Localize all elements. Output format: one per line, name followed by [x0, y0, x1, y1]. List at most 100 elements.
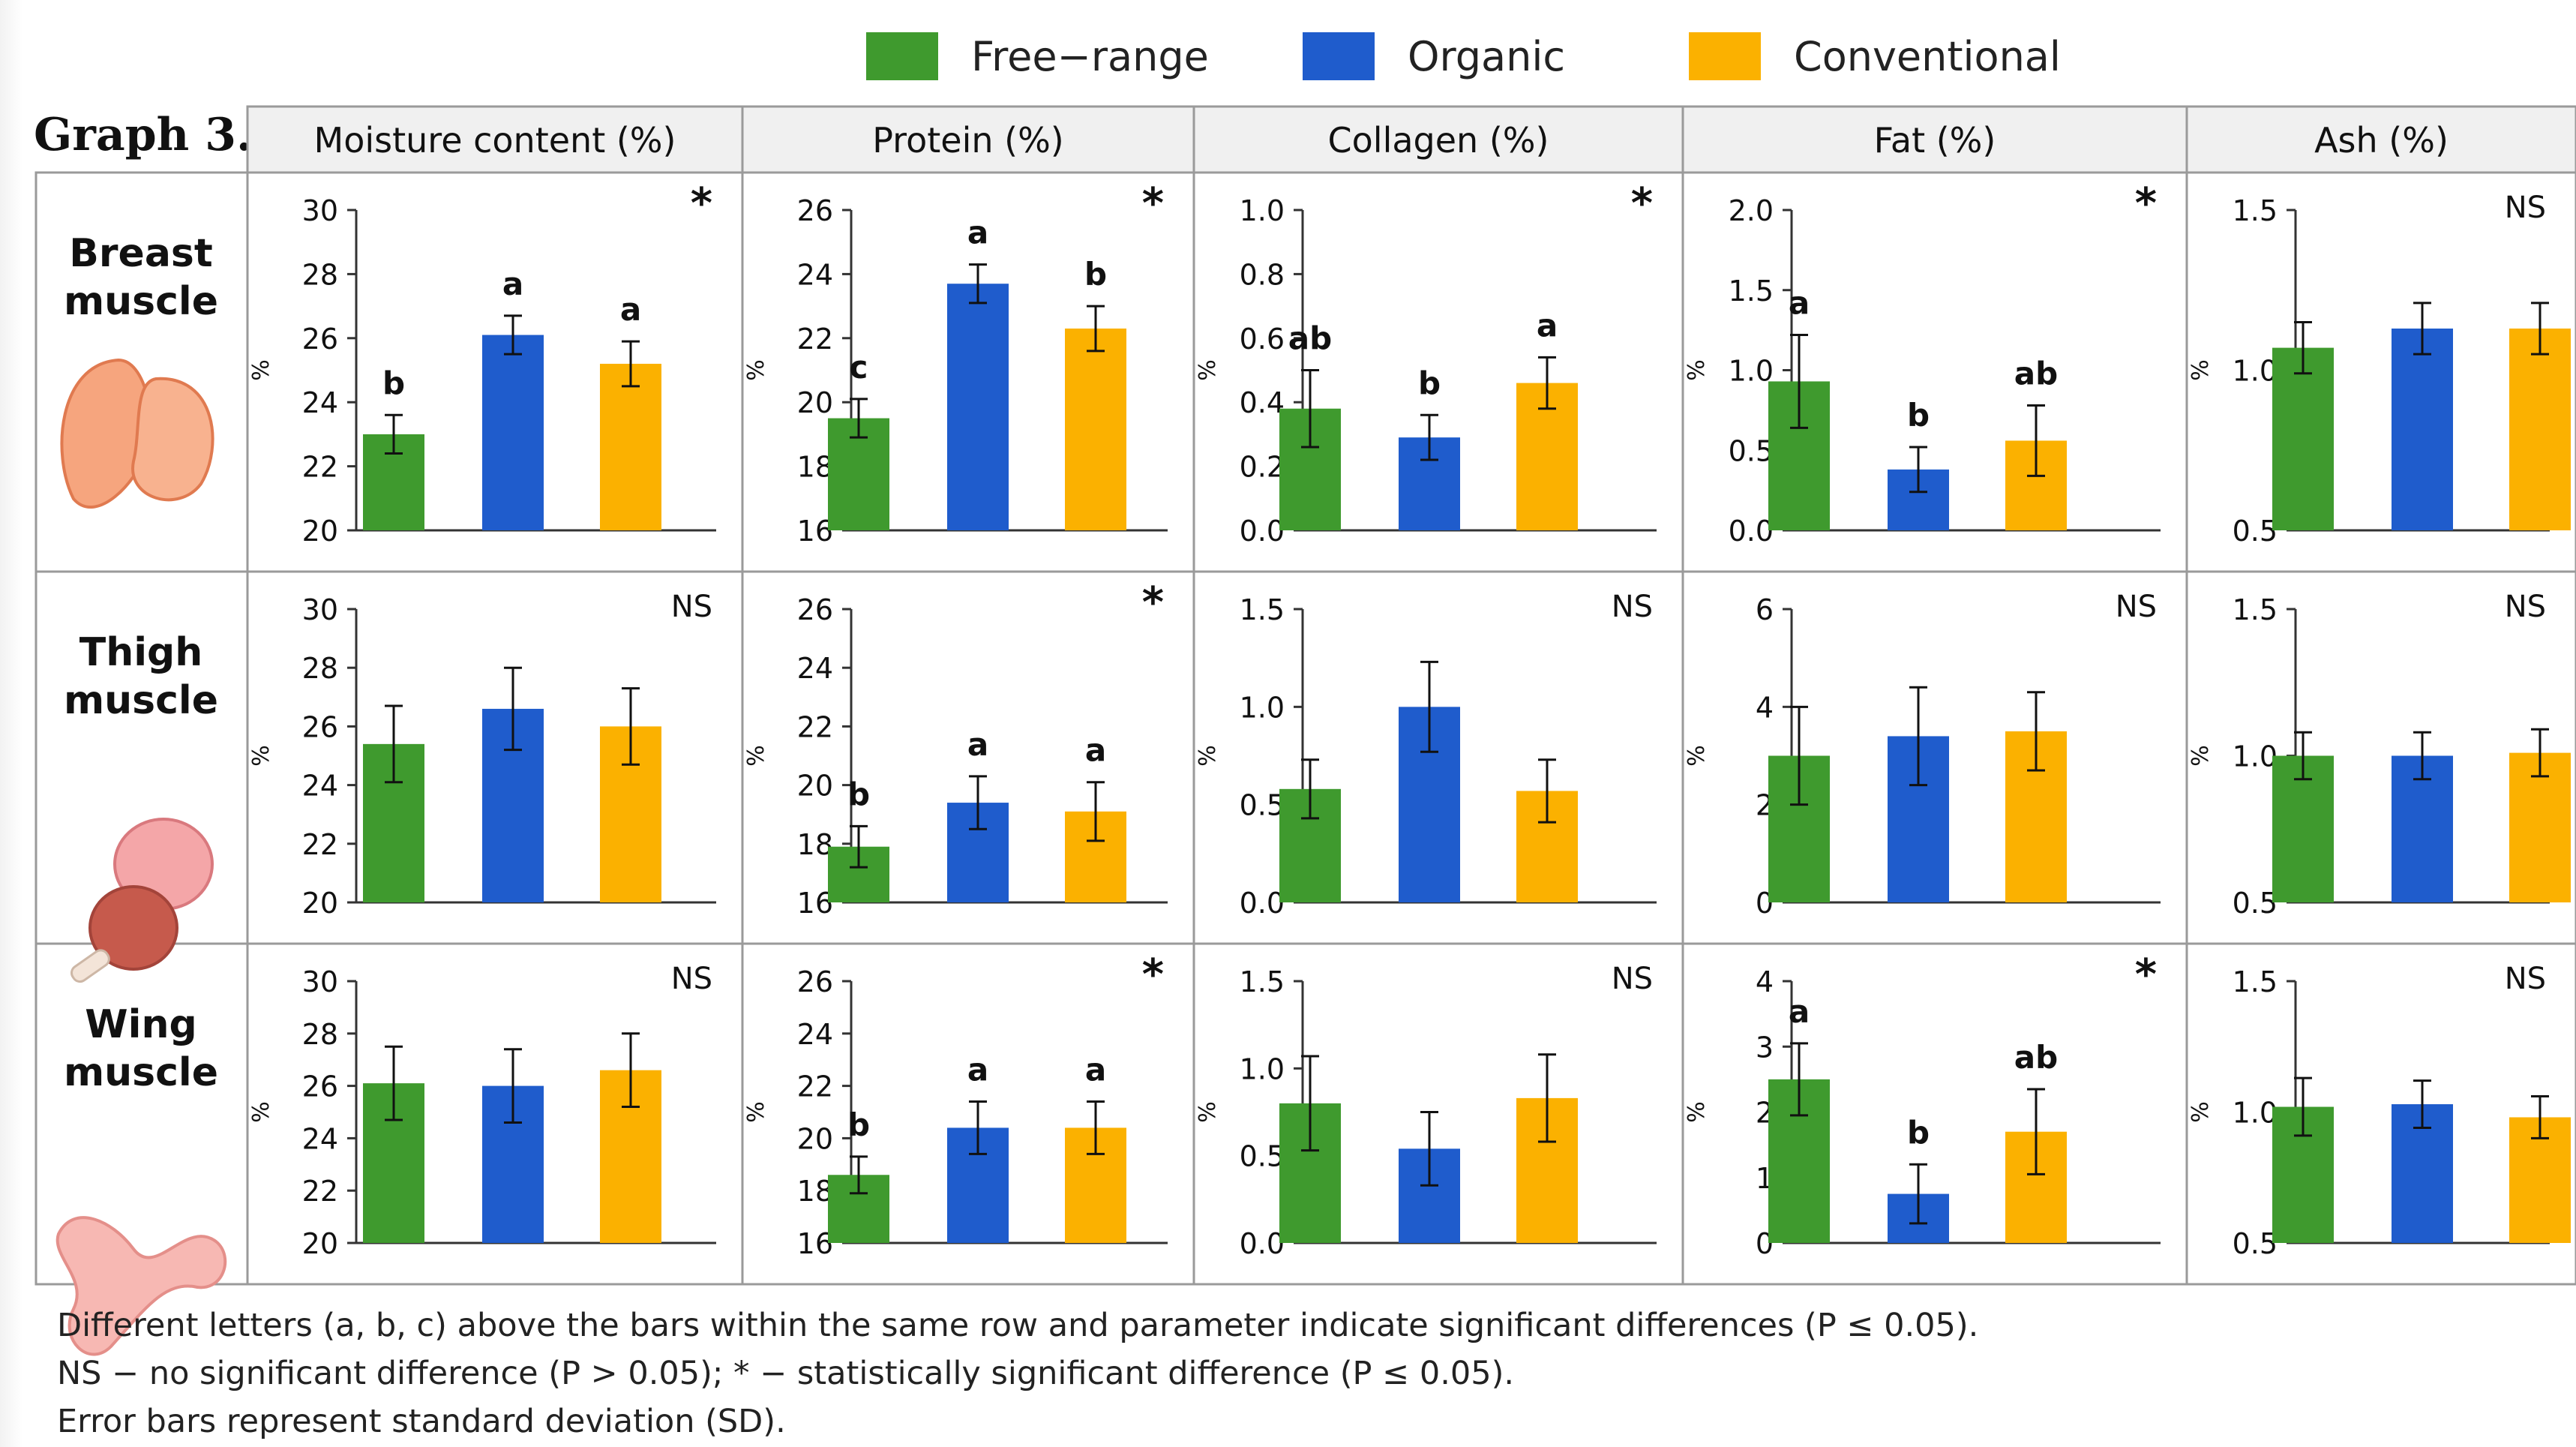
significance-letter: b — [1084, 256, 1107, 293]
chicken-thigh-icon — [88, 885, 178, 971]
y-tick-label: 0.6 — [1240, 323, 1285, 356]
legend-label-free-range: Free−range — [971, 32, 1209, 80]
significance-letter: a — [502, 266, 523, 302]
y-tick-label: 22 — [302, 451, 338, 484]
row-label: muscle — [64, 279, 218, 324]
y-tick-label: 26 — [302, 323, 338, 356]
bar-organic — [482, 335, 544, 530]
significance-marker: NS — [671, 962, 712, 996]
y-tick-label: 0.0 — [1729, 515, 1774, 548]
y-axis-unit-label: % — [248, 359, 274, 381]
left-edge-shadow — [0, 0, 22, 1447]
y-tick-label: 0.5 — [2233, 887, 2278, 920]
significance-marker: * — [1142, 950, 1164, 999]
significance-marker: * — [691, 179, 712, 228]
significance-marker: NS — [1612, 962, 1653, 996]
y-axis-unit-label: % — [1195, 1101, 1221, 1123]
significance-letter: a — [1789, 993, 1810, 1030]
significance-letter: a — [967, 215, 988, 251]
y-tick-label: 22 — [797, 1070, 833, 1103]
y-tick-label: 3 — [1756, 1031, 1774, 1064]
y-tick-label: 0.2 — [1240, 451, 1285, 484]
y-tick-label: 24 — [797, 652, 833, 685]
y-tick-label: 26 — [797, 965, 833, 998]
significance-letter: a — [967, 726, 988, 763]
significance-marker: * — [2135, 179, 2157, 228]
legend-swatch-free-range — [866, 32, 938, 80]
row-label-column — [34, 171, 249, 1286]
row-label: muscle — [64, 1050, 218, 1095]
significance-letter: b — [1418, 365, 1441, 401]
y-tick-label: 28 — [302, 258, 338, 291]
y-tick-label: 0.0 — [1240, 1227, 1285, 1260]
y-tick-label: 20 — [797, 386, 833, 419]
bar-organic — [947, 284, 1009, 530]
bar-conventional — [600, 363, 661, 530]
y-tick-label: 26 — [797, 194, 833, 227]
y-tick-label: 20 — [302, 887, 338, 920]
y-tick-label: 18 — [797, 451, 833, 484]
y-tick-label: 30 — [302, 593, 338, 626]
footnote-line-error-bars: Error bars represent standard deviation … — [57, 1403, 786, 1440]
y-tick-label: 2.0 — [1729, 194, 1774, 227]
y-tick-label: 20 — [797, 770, 833, 803]
y-tick-label: 1.0 — [2233, 740, 2278, 773]
y-tick-label: 24 — [797, 258, 833, 291]
y-tick-label: 1.5 — [1240, 965, 1285, 998]
y-tick-label: 20 — [302, 1227, 338, 1260]
footnote: Different letters (a, b, c) above the ba… — [57, 1301, 1978, 1445]
y-tick-label: 24 — [797, 1018, 833, 1051]
legend-label-conventional: Conventional — [1794, 32, 2061, 80]
significance-letter: ab — [2014, 1039, 2058, 1076]
y-tick-label: 0.5 — [2233, 515, 2278, 548]
y-axis-unit-label: % — [2188, 745, 2214, 767]
y-tick-label: 1.0 — [2233, 355, 2278, 388]
y-tick-label: 22 — [302, 828, 338, 861]
chicken-wing-icon — [55, 1216, 227, 1356]
y-axis-unit-label: % — [248, 745, 274, 767]
y-axis-unit-label: % — [1195, 745, 1221, 767]
significance-marker: NS — [2505, 962, 2546, 996]
y-axis-unit-label: % — [743, 1101, 769, 1123]
significance-letter: b — [847, 776, 870, 812]
y-tick-label: 6 — [1756, 593, 1774, 626]
y-tick-label: 4 — [1756, 965, 1774, 998]
significance-marker: * — [1142, 179, 1164, 228]
bar-organic — [2392, 328, 2453, 530]
y-axis-unit-label: % — [1195, 359, 1221, 381]
significance-marker: NS — [2505, 590, 2546, 624]
y-axis-unit-label: % — [2188, 359, 2214, 381]
y-tick-label: 18 — [797, 1175, 833, 1208]
significance-letter: ab — [1288, 320, 1332, 357]
bar-free-range — [2272, 347, 2334, 530]
y-tick-label: 16 — [797, 887, 833, 920]
significance-letter: b — [382, 365, 405, 401]
y-tick-label: 26 — [302, 1070, 338, 1103]
significance-letter: ab — [2014, 355, 2058, 392]
y-tick-label: 26 — [302, 710, 338, 743]
y-tick-label: 20 — [797, 1122, 833, 1155]
significance-letter: a — [1789, 285, 1810, 322]
y-axis-unit-label: % — [1684, 1101, 1710, 1123]
y-tick-label: 0.5 — [2233, 1227, 2278, 1260]
legend-label-organic: Organic — [1408, 32, 1566, 80]
significance-letter: c — [850, 349, 868, 386]
legend-swatch-conventional — [1689, 32, 1761, 80]
column-header: Moisture content (%) — [314, 120, 676, 161]
y-tick-label: 30 — [302, 194, 338, 227]
y-tick-label: 28 — [302, 1018, 338, 1051]
significance-marker: NS — [1612, 590, 1653, 624]
significance-letter: a — [1537, 307, 1558, 344]
y-tick-label: 24 — [302, 386, 338, 419]
significance-letter: a — [1085, 1052, 1106, 1088]
figure-label: Graph 3. — [34, 109, 252, 161]
significance-marker: NS — [2116, 590, 2157, 624]
y-tick-label: 1.5 — [2233, 194, 2278, 227]
bar-conventional — [1065, 328, 1126, 530]
y-tick-label: 0.4 — [1240, 386, 1285, 419]
y-tick-label: 16 — [797, 1227, 833, 1260]
y-tick-label: 1.0 — [1240, 691, 1285, 724]
column-header: Protein (%) — [872, 120, 1063, 161]
y-axis-unit-label: % — [1684, 745, 1710, 767]
